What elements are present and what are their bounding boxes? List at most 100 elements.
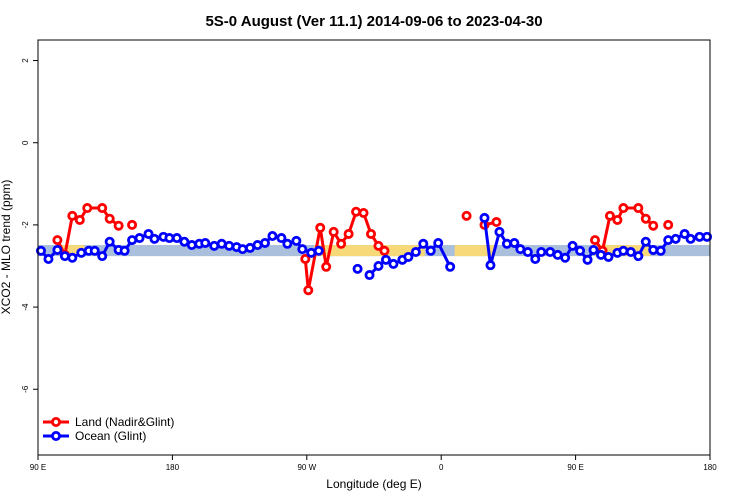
point <box>366 228 377 239</box>
point <box>604 210 615 221</box>
point <box>670 233 681 244</box>
y-tick-label: 0 <box>21 140 30 145</box>
legend-marker <box>51 416 62 427</box>
y-tick-label: -2 <box>21 221 30 229</box>
point <box>315 222 326 233</box>
point <box>149 233 160 244</box>
point <box>104 236 115 247</box>
point <box>479 212 490 223</box>
point <box>663 235 674 246</box>
legend-label: Land (Nadir&Glint) <box>75 415 174 429</box>
point <box>685 233 696 244</box>
point <box>522 247 533 258</box>
point <box>501 238 512 249</box>
point <box>97 203 108 214</box>
point <box>43 254 54 265</box>
point <box>328 226 339 237</box>
point <box>648 244 659 255</box>
point <box>237 244 248 255</box>
point <box>276 233 287 244</box>
x-tick-label: 180 <box>166 463 180 472</box>
band <box>60 245 85 257</box>
point <box>433 237 444 248</box>
point <box>648 220 659 231</box>
point <box>67 252 78 263</box>
y-tick-label: -4 <box>21 303 30 311</box>
point <box>143 228 154 239</box>
point <box>603 251 614 262</box>
point <box>67 210 78 221</box>
x-tick-label: 90 E <box>30 463 46 472</box>
y-axis-label: XCO2 - MLO trend (ppm) <box>0 180 13 315</box>
point <box>494 226 505 237</box>
point <box>461 210 472 221</box>
point <box>336 238 347 249</box>
point <box>364 270 375 281</box>
point <box>663 219 674 230</box>
point <box>35 245 46 256</box>
point <box>410 247 421 258</box>
point <box>679 228 690 239</box>
band <box>454 245 495 257</box>
legend-marker <box>51 430 62 441</box>
point <box>74 214 85 225</box>
x-tick-label: 0 <box>439 463 444 472</box>
point <box>379 245 390 256</box>
point <box>612 214 623 225</box>
point <box>97 251 108 262</box>
point <box>297 244 308 255</box>
point <box>425 245 436 256</box>
plot-frame <box>37 39 711 456</box>
point <box>313 245 324 256</box>
point <box>52 235 63 246</box>
point <box>119 245 130 256</box>
point <box>89 245 100 256</box>
point <box>200 237 211 248</box>
point <box>351 206 362 217</box>
point <box>259 237 270 248</box>
point <box>321 261 332 272</box>
point <box>445 261 456 272</box>
point <box>380 254 391 265</box>
point <box>179 236 190 247</box>
point <box>171 233 182 244</box>
point <box>640 213 651 224</box>
point <box>588 244 599 255</box>
point <box>618 245 629 256</box>
point <box>530 254 541 265</box>
point <box>590 235 601 246</box>
point <box>113 220 124 231</box>
point <box>373 260 384 271</box>
legend-label: Ocean (Glint) <box>75 429 146 443</box>
point <box>633 251 644 262</box>
point <box>343 228 354 239</box>
x-tick-label: 180 <box>703 463 717 472</box>
point <box>536 247 547 258</box>
point <box>224 240 235 251</box>
point <box>567 240 578 251</box>
point <box>59 251 70 262</box>
y-tick-label: 2 <box>21 58 30 63</box>
chart-title: 5S-0 August (Ver 11.1) 2014-09-06 to 202… <box>205 13 542 30</box>
point <box>655 245 666 256</box>
x-tick-label: 90 W <box>297 463 316 472</box>
point <box>575 245 586 256</box>
point <box>702 231 713 242</box>
point <box>300 254 311 265</box>
x-axis-label: Longitude (deg E) <box>326 477 421 491</box>
point <box>104 213 115 224</box>
point <box>291 235 302 246</box>
point <box>52 244 63 255</box>
point <box>625 247 636 258</box>
point <box>352 263 363 274</box>
point <box>509 237 520 248</box>
point <box>560 252 571 263</box>
point <box>282 238 293 249</box>
point <box>403 251 414 262</box>
point <box>127 219 138 230</box>
point <box>134 233 145 244</box>
point <box>82 203 93 214</box>
point <box>267 230 278 241</box>
point <box>303 285 314 296</box>
